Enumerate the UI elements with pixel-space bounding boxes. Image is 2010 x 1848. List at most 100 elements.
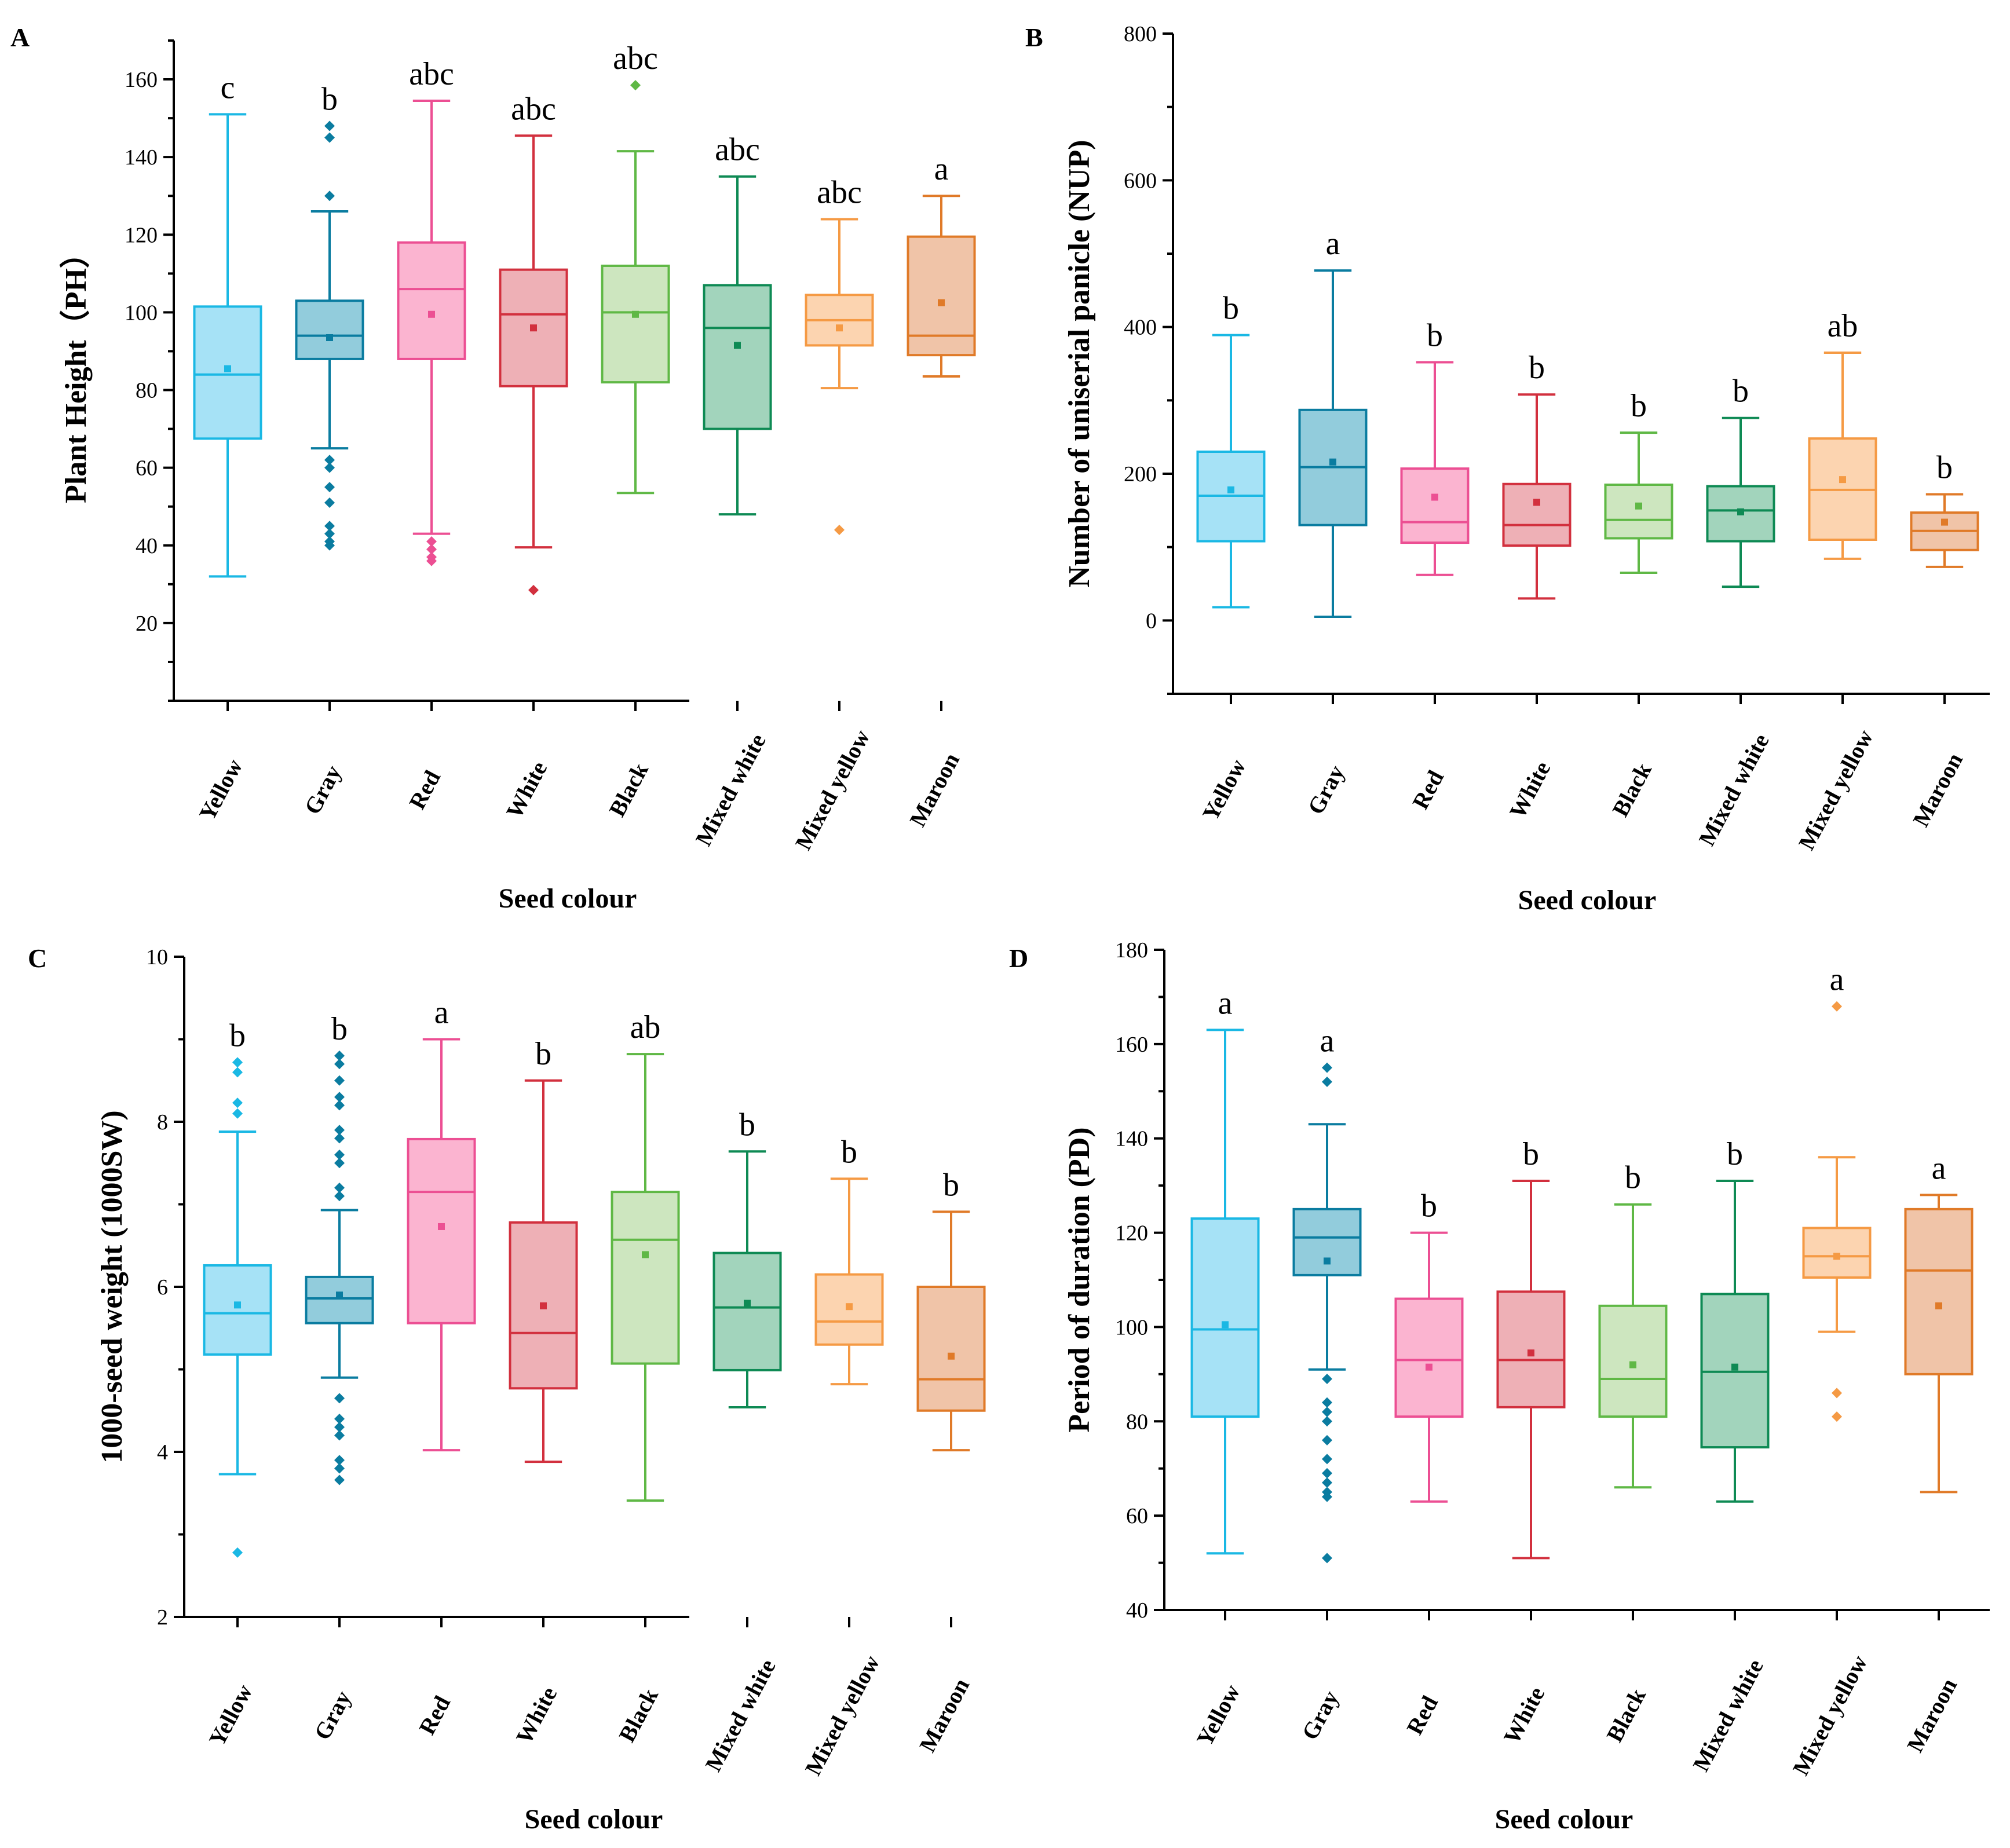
x-category-label: Maroon xyxy=(1902,1674,1962,1756)
y-tick-label: 8 xyxy=(157,1110,168,1135)
box-yellow: b Yellow xyxy=(1196,291,1266,825)
outlier-point xyxy=(232,1057,243,1068)
box-white: b White xyxy=(1502,350,1572,822)
x-axis-title: Seed colour xyxy=(525,1804,663,1835)
x-category-label: Gray xyxy=(309,1686,356,1744)
box-mixed-yellow: abc Mixed yellow xyxy=(790,174,875,854)
mean-marker xyxy=(948,1352,955,1360)
significance-label: b xyxy=(1631,388,1647,424)
box-mixed-yellow: ab Mixed yellow xyxy=(1793,308,1879,854)
outlier-point xyxy=(324,482,335,493)
panel-a: A 20 40 60 80 100 120 140 160 Plant Height（PH） See… xyxy=(10,23,976,914)
x-category-label: Black xyxy=(1601,1684,1651,1746)
y-tick-label: 20 xyxy=(136,612,158,636)
box-gray: a Gray xyxy=(1292,1023,1362,1744)
box-white: abc White xyxy=(499,91,568,822)
significance-label: a xyxy=(1932,1150,1946,1186)
mean-marker xyxy=(1431,493,1438,501)
mean-marker xyxy=(438,1223,445,1230)
y-tick-label: 200 xyxy=(1124,462,1157,486)
mean-marker xyxy=(1324,1257,1331,1265)
iqr-box xyxy=(1292,1207,1362,1276)
x-category-label: Mixed yellow xyxy=(790,725,875,854)
outlier-point xyxy=(1832,1411,1842,1422)
significance-label: c xyxy=(221,69,235,105)
x-category-label: Black xyxy=(613,1684,663,1746)
y-tick-label: 40 xyxy=(136,534,158,558)
panel-letter: D xyxy=(1009,943,1028,973)
x-axis-title: Seed colour xyxy=(499,883,637,914)
outlier-point xyxy=(334,1474,345,1485)
mean-marker xyxy=(540,1302,547,1309)
box-black: abc Black xyxy=(601,41,670,821)
outlier-point xyxy=(232,1097,243,1108)
significance-label: a xyxy=(1218,985,1233,1021)
significance-label: b xyxy=(321,82,338,118)
y-tick-label: 60 xyxy=(136,456,158,481)
x-category-label: Red xyxy=(1407,766,1449,814)
mean-marker xyxy=(734,342,741,349)
outlier-point xyxy=(324,540,335,551)
iqr-box xyxy=(1802,1227,1872,1279)
outlier-point xyxy=(334,1125,345,1136)
outlier-point xyxy=(1322,1477,1332,1488)
outlier-point xyxy=(1322,1491,1332,1502)
x-category-label: Black xyxy=(604,758,653,821)
box-mixed-white: b Mixed white xyxy=(1693,374,1775,850)
y-tick-label: 100 xyxy=(1115,1315,1148,1340)
y-axis-title: Plant Height（PH） xyxy=(59,238,93,503)
significance-label: ab xyxy=(630,1009,661,1045)
significance-label: b xyxy=(331,1011,348,1047)
outlier-point xyxy=(426,555,437,566)
box-mixed-white: b Mixed white xyxy=(700,1107,782,1776)
iqr-box xyxy=(1400,467,1470,544)
box-mixed-white: b Mixed white xyxy=(1687,1136,1770,1776)
mean-marker xyxy=(1533,499,1540,506)
mean-marker xyxy=(1935,1302,1942,1309)
box-red: b Red xyxy=(1400,317,1470,814)
outlier-point xyxy=(324,132,335,143)
significance-label: b xyxy=(535,1036,551,1072)
outlier-point xyxy=(324,191,335,202)
outlier-point xyxy=(1322,1553,1332,1564)
x-axis-title: Seed colour xyxy=(1518,885,1657,916)
panel-letter: B xyxy=(1025,23,1043,52)
iqr-box xyxy=(397,241,466,360)
significance-label: b xyxy=(1529,350,1545,386)
x-category-label: Gray xyxy=(299,761,346,819)
x-category-label: Mixed yellow xyxy=(800,1651,885,1779)
x-category-label: Mixed yellow xyxy=(1788,1651,1873,1779)
mean-marker xyxy=(1222,1321,1229,1329)
box-maroon: b Maroon xyxy=(1907,449,1979,831)
x-category-label: Mixed yellow xyxy=(1793,725,1879,854)
significance-label: b xyxy=(1523,1136,1539,1172)
box-maroon: a Maroon xyxy=(1902,1150,1974,1756)
mean-marker xyxy=(1426,1363,1432,1371)
outlier-point xyxy=(324,497,335,508)
mean-marker xyxy=(1839,476,1846,484)
y-tick-label: 0 xyxy=(1146,609,1157,633)
box-red: a Red xyxy=(407,995,476,1739)
y-tick-label: 40 xyxy=(1126,1598,1148,1623)
mean-marker xyxy=(1527,1349,1534,1357)
iqr-box xyxy=(295,299,364,360)
y-tick-label: 400 xyxy=(1124,316,1157,340)
box-black: b Black xyxy=(1604,388,1673,821)
box-mixed-white: abc Mixed white xyxy=(690,132,772,850)
outlier-point xyxy=(834,524,845,535)
y-tick-label: 4 xyxy=(157,1440,168,1465)
mean-marker xyxy=(326,334,333,341)
mean-marker xyxy=(1629,1361,1636,1368)
outlier-point xyxy=(334,1059,345,1070)
box-yellow: b Yellow xyxy=(203,1018,272,1750)
significance-label: a xyxy=(1830,962,1844,998)
mean-marker xyxy=(744,1300,751,1307)
outlier-point xyxy=(426,544,437,555)
mean-marker xyxy=(224,365,231,372)
outlier-point xyxy=(528,584,539,595)
y-tick-label: 2 xyxy=(157,1605,168,1630)
box-white: b White xyxy=(1496,1136,1566,1748)
outlier-point xyxy=(232,1108,243,1119)
significance-label: b xyxy=(229,1018,246,1053)
